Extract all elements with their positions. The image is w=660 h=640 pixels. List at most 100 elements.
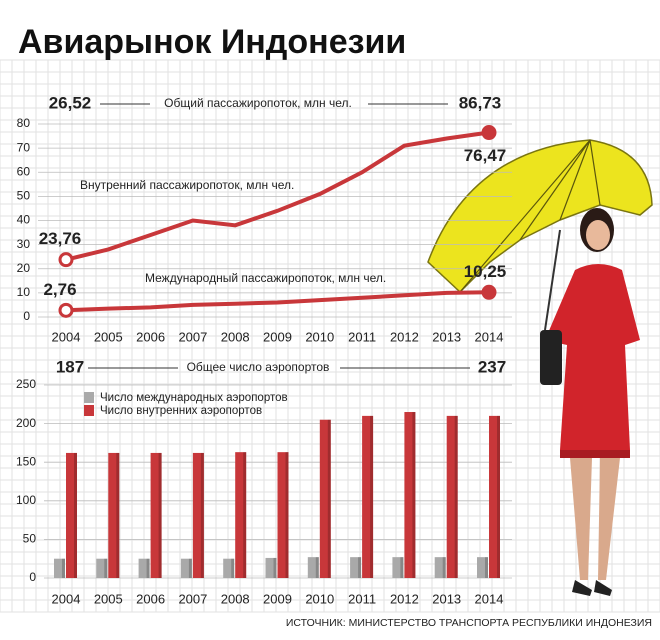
end-point	[481, 125, 497, 141]
bar	[319, 419, 331, 578]
annotation: 26,52	[49, 93, 92, 112]
bar	[362, 415, 374, 578]
bar-side	[442, 557, 446, 578]
y-tick-label: 60	[17, 164, 31, 178]
series-label: Международный пассажиропоток, млн чел.	[145, 271, 386, 285]
x-tick-label: 2013	[432, 329, 461, 344]
bar	[392, 557, 404, 578]
x-tick-label: 2011	[348, 591, 376, 606]
bar-side	[62, 558, 65, 578]
x-tick-label: 2007	[178, 329, 207, 344]
bar	[108, 452, 120, 578]
value-label: 23,76	[39, 229, 82, 248]
annotation: Общее число аэропортов	[187, 360, 330, 374]
y-tick-label: 50	[23, 532, 37, 546]
bar-side	[243, 452, 247, 578]
x-tick-label: 2009	[263, 591, 292, 606]
bar-side	[285, 452, 289, 578]
source: ИСТОЧНИК: МИНИСТЕРСТВО ТРАНСПОРТА РЕСПУБ…	[286, 617, 652, 629]
bar-side	[400, 557, 404, 578]
bar-side	[158, 452, 162, 578]
y-tick-label: 20	[17, 261, 31, 275]
y-tick-label: 0	[23, 309, 30, 323]
data-line	[65, 130, 490, 262]
bar-side	[327, 419, 331, 578]
y-tick-label: 50	[17, 189, 31, 203]
x-tick-label: 2008	[221, 329, 250, 344]
bar-side	[200, 452, 204, 578]
x-tick-label: 2010	[305, 591, 334, 606]
end-point	[481, 284, 497, 300]
x-tick-label: 2011	[348, 329, 376, 344]
bar-side	[104, 558, 108, 578]
bar	[404, 412, 416, 578]
annotation: 187	[56, 357, 84, 376]
y-tick-label: 30	[17, 237, 31, 251]
bar-side	[116, 452, 120, 578]
bar	[434, 557, 446, 578]
y-tick-label: 250	[16, 377, 36, 391]
x-tick-label: 2007	[178, 591, 207, 606]
bar	[66, 452, 77, 578]
x-tick-label: 2010	[305, 329, 334, 344]
bar-side	[188, 558, 192, 578]
bar	[307, 557, 319, 578]
x-tick-label: 2014	[475, 329, 504, 344]
bar-side	[231, 558, 235, 578]
photo-illustration	[427, 139, 653, 596]
bar-side	[485, 557, 488, 578]
bar	[265, 557, 277, 578]
y-tick-label: 200	[16, 416, 36, 430]
y-tick-label: 100	[16, 493, 36, 507]
bar	[96, 558, 108, 578]
y-tick-label: 10	[17, 285, 31, 299]
x-tick-label: 2004	[52, 329, 81, 344]
y-tick-label: 0	[29, 570, 36, 584]
bar-side	[146, 558, 150, 578]
bar-side	[370, 415, 374, 578]
bar-side	[412, 412, 416, 578]
bar	[138, 558, 150, 578]
x-tick-label: 2005	[94, 591, 123, 606]
bar	[180, 558, 192, 578]
bar-side	[74, 452, 77, 578]
y-tick-label: 80	[17, 116, 31, 130]
x-tick-label: 2013	[432, 591, 461, 606]
bar-side	[358, 557, 362, 578]
y-tick-label: 150	[16, 454, 36, 468]
bar	[223, 558, 235, 578]
bar-side	[315, 557, 319, 578]
y-tick-label: 70	[17, 140, 31, 154]
y-tick-label: 40	[17, 213, 31, 227]
end-point	[58, 252, 74, 268]
x-tick-label: 2005	[94, 329, 123, 344]
legend-label: Число международных аэропортов	[100, 392, 288, 404]
x-tick-label: 2012	[390, 591, 419, 606]
legend-label: Число внутренних аэропортов	[100, 405, 262, 417]
title: Авиарынок Индонезии	[18, 23, 406, 61]
x-tick-label: 2009	[263, 329, 292, 344]
bar	[54, 558, 65, 578]
x-tick-label: 2006	[136, 591, 165, 606]
x-tick-label: 2004	[52, 591, 81, 606]
bar	[477, 557, 488, 578]
value-label: 2,76	[43, 280, 76, 299]
bar-side	[497, 415, 500, 578]
annotation: 86,73	[459, 93, 502, 112]
legend-swatch	[84, 392, 94, 403]
bar-side	[273, 557, 277, 578]
data-line	[65, 290, 490, 313]
series-label: Внутренний пассажиропоток, млн чел.	[80, 178, 294, 192]
bar	[350, 557, 362, 578]
bar	[489, 415, 500, 578]
annotation: Общий пассажиропоток, млн чел.	[164, 96, 352, 110]
bar	[192, 452, 204, 578]
value-label: 76,47	[464, 146, 507, 165]
x-tick-label: 2008	[221, 591, 250, 606]
x-tick-label: 2006	[136, 329, 165, 344]
bar-side	[454, 415, 458, 578]
end-point	[58, 302, 74, 318]
value-label: 10,25	[464, 262, 507, 281]
x-tick-label: 2012	[390, 329, 419, 344]
